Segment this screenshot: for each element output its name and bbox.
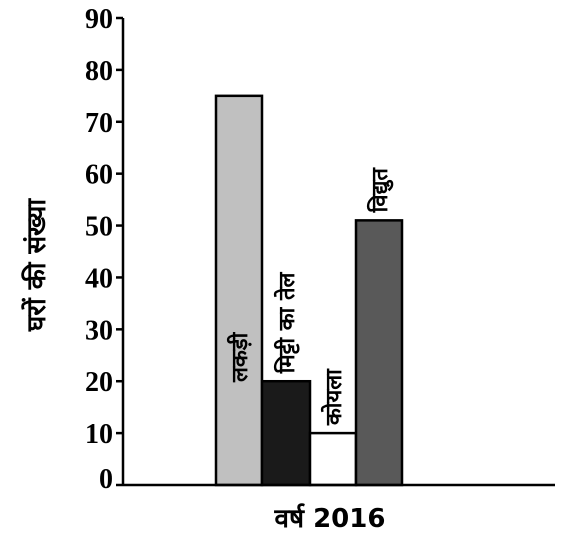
bar-category-label: लकड़ी [226, 331, 253, 383]
bar-labels-group: लकड़ी मिट्टी का तेल कोयला विद्युत [226, 167, 394, 427]
bar-category-label: विद्युत [366, 167, 394, 214]
y-tick-label: 90 [85, 4, 113, 35]
bar-category-label: कोयला [320, 368, 347, 426]
bar [260, 379, 312, 487]
x-axis-title: वर्ष 2016 [274, 503, 386, 534]
y-tick-label: 70 [85, 108, 113, 139]
y-tick-label: 0 [99, 464, 113, 495]
bar [308, 431, 358, 487]
y-tick-label: 10 [85, 419, 113, 450]
y-tick-label: 50 [85, 212, 113, 243]
y-tick-label: 60 [85, 160, 113, 191]
y-tick-label: 80 [85, 56, 113, 87]
bar [354, 219, 404, 487]
bars-group [214, 94, 404, 487]
bar [214, 94, 264, 487]
y-tick-label: 20 [85, 367, 113, 398]
y-axis-title: घरों की संख्या [21, 198, 52, 332]
y-tick-label: 40 [85, 263, 113, 294]
y-ticks-group: 0 10 20 30 40 50 60 70 80 90 [85, 4, 123, 495]
bar-category-label: मिट्टी का तेल [273, 271, 300, 374]
y-tick-label: 30 [85, 315, 113, 346]
